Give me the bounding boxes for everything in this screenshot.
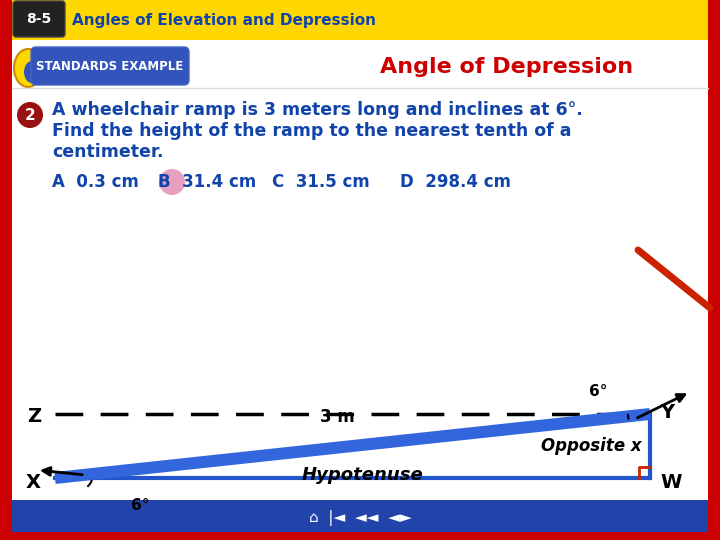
Text: Angles of Elevation and Depression: Angles of Elevation and Depression	[72, 12, 376, 28]
Text: 6°: 6°	[589, 384, 607, 400]
Ellipse shape	[14, 49, 42, 87]
Text: D  298.4 cm: D 298.4 cm	[400, 173, 511, 191]
Text: Hypotenuse: Hypotenuse	[302, 466, 423, 484]
Bar	[708, 0, 720, 540]
Text: A wheelchair ramp is 3 meters long and inclines at 6°.: A wheelchair ramp is 3 meters long and i…	[52, 101, 582, 119]
Text: X: X	[26, 472, 41, 491]
Text: W: W	[660, 474, 682, 492]
Text: centimeter.: centimeter.	[52, 143, 163, 161]
Text: ⌂  |◄  ◄◄  ◄►: ⌂ |◄ ◄◄ ◄►	[309, 510, 411, 526]
Text: 6°: 6°	[131, 498, 149, 514]
Text: Opposite x: Opposite x	[541, 437, 642, 455]
Bar	[12, 500, 708, 532]
Text: 8-5: 8-5	[27, 12, 52, 26]
Ellipse shape	[24, 61, 40, 83]
Text: Angle of Depression: Angle of Depression	[380, 57, 633, 77]
Text: A  0.3 cm: A 0.3 cm	[52, 173, 139, 191]
Text: 3 m: 3 m	[320, 408, 355, 426]
Text: B  31.4 cm: B 31.4 cm	[158, 173, 256, 191]
Text: Y: Y	[660, 402, 674, 422]
Text: C  31.5 cm: C 31.5 cm	[272, 173, 370, 191]
FancyBboxPatch shape	[31, 47, 189, 85]
Ellipse shape	[159, 169, 185, 195]
Circle shape	[17, 102, 43, 128]
Text: 2: 2	[24, 109, 35, 124]
Bar	[0, 532, 720, 540]
Text: Z: Z	[27, 407, 41, 426]
Bar	[0, 0, 12, 540]
Text: STANDARDS EXAMPLE: STANDARDS EXAMPLE	[37, 60, 184, 73]
Bar	[12, 0, 708, 40]
Text: Find the height of the ramp to the nearest tenth of a: Find the height of the ramp to the neare…	[52, 122, 572, 140]
FancyBboxPatch shape	[13, 1, 65, 37]
Bar	[0, 0, 720, 8]
Polygon shape	[54, 408, 651, 484]
